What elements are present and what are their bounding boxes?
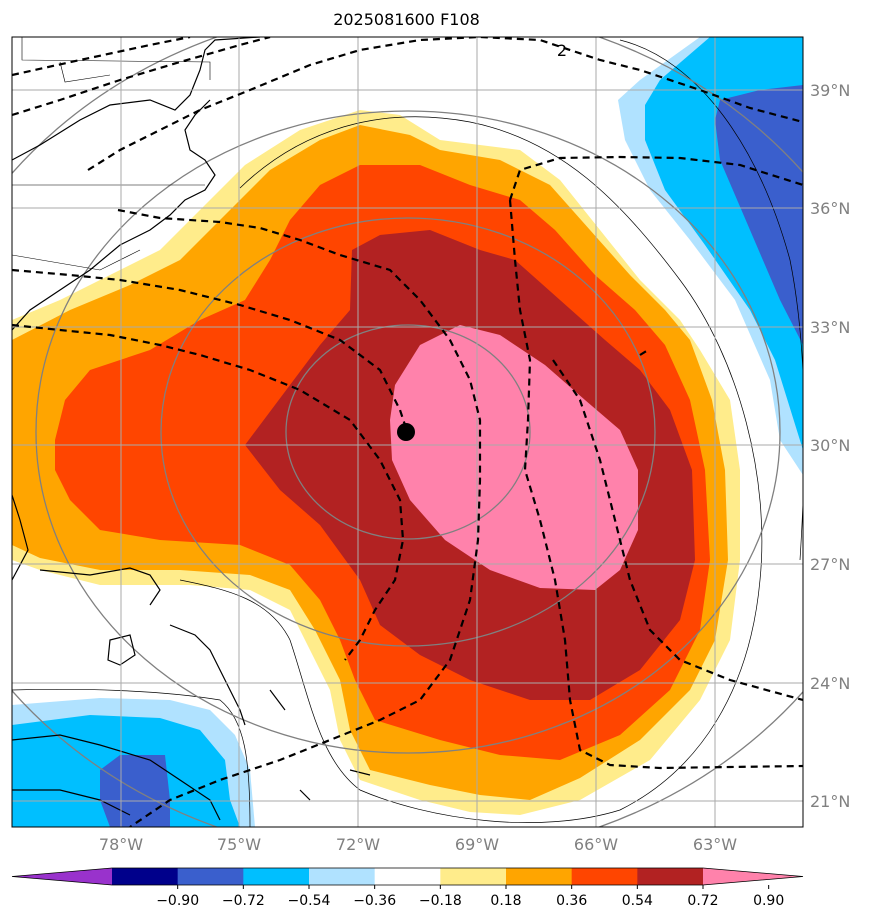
colorbar-segment bbox=[374, 868, 441, 885]
lat-label: 36°N bbox=[810, 199, 850, 218]
state-borders bbox=[12, 37, 211, 271]
lat-label: 27°N bbox=[810, 555, 850, 574]
envelope-line-3 bbox=[12, 688, 251, 827]
colorbar-extend-high bbox=[703, 868, 803, 885]
lat-label: 39°N bbox=[810, 81, 850, 100]
colorbar-outline bbox=[11, 867, 804, 886]
colorbar-segment bbox=[309, 868, 376, 885]
range-rings bbox=[12, 37, 803, 827]
colorbar-tick-label: −0.18 bbox=[419, 893, 462, 909]
lon-label: 69°W bbox=[455, 835, 499, 854]
colorbar-segment bbox=[637, 868, 704, 885]
lat-label: 30°N bbox=[810, 436, 850, 455]
colorbar-extend-low bbox=[12, 868, 112, 885]
storm-center-marker bbox=[397, 423, 415, 441]
gridlines bbox=[12, 37, 803, 827]
envelope-line bbox=[179, 116, 763, 823]
colorbar-tick-label: 0.72 bbox=[687, 893, 718, 909]
colorbar-segment bbox=[571, 868, 638, 885]
colorbar-tick-label: 0.36 bbox=[556, 893, 587, 909]
lon-label: 66°W bbox=[574, 835, 618, 854]
colorbar-tick-label: 0.54 bbox=[622, 893, 653, 909]
colorbar-segment bbox=[440, 868, 507, 885]
lon-label: 63°W bbox=[693, 835, 737, 854]
colorbar-tick-label: −0.36 bbox=[353, 893, 396, 909]
colorbar-tick-label: −0.54 bbox=[288, 893, 331, 909]
coastlines bbox=[12, 37, 371, 821]
lat-label: 21°N bbox=[810, 792, 850, 811]
envelope-line-2 bbox=[619, 39, 803, 561]
colorbar-tick-label: −0.90 bbox=[156, 893, 199, 909]
contour-label: 2 bbox=[557, 41, 567, 60]
colorbar-segment bbox=[243, 868, 310, 885]
colorbar-tick-label: −0.72 bbox=[222, 893, 265, 909]
lon-labels: 78°W 75°W 72°W 69°W 66°W 63°W bbox=[99, 835, 737, 854]
colorbar-tick-label: 0.90 bbox=[753, 893, 784, 909]
colorbar-tick-label: 0.18 bbox=[490, 893, 521, 909]
colorbar-segment bbox=[177, 868, 244, 885]
map-frame bbox=[11, 36, 804, 828]
lat-label: 24°N bbox=[810, 674, 850, 693]
lat-label: 33°N bbox=[810, 318, 850, 337]
colorbar-segment bbox=[112, 868, 179, 885]
colorbar: −0.90 −0.72 −0.54 −0.36 −0.18 0.18 0.36 0.54 0.7… bbox=[11, 867, 804, 909]
pos-shade-090 bbox=[390, 325, 638, 590]
lon-label: 72°W bbox=[336, 835, 380, 854]
lon-label: 78°W bbox=[99, 835, 143, 854]
lon-label: 75°W bbox=[217, 835, 261, 854]
colorbar-segment bbox=[506, 868, 573, 885]
lat-labels: 39°N 36°N 33°N 30°N 27°N 24°N 21°N bbox=[810, 81, 850, 811]
chart-title: 2025081600 F108 bbox=[333, 10, 480, 29]
dashed-contours bbox=[12, 37, 803, 827]
